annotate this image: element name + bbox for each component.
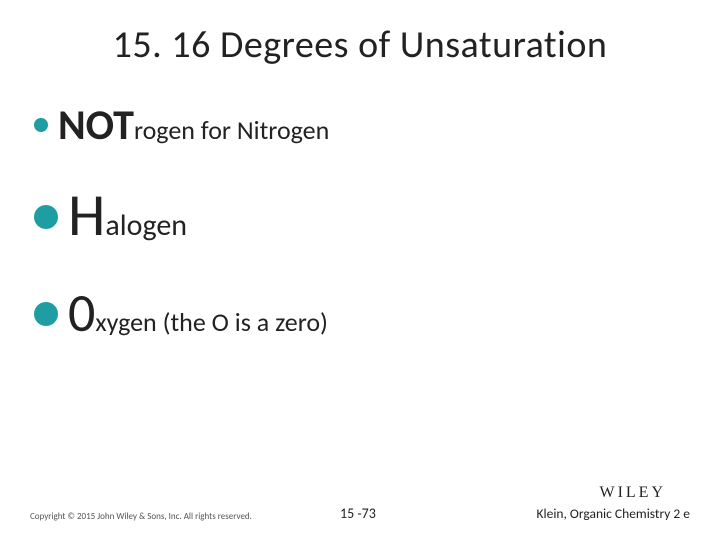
- bullet-dot-icon: [34, 118, 48, 132]
- slide: 15. 16 Degrees of Unsaturation NOTrogen …: [0, 0, 720, 540]
- bullet-item-notrogen: NOTrogen for Nitrogen: [34, 100, 684, 151]
- bullet-small-text: alogen: [105, 207, 187, 244]
- book-title: Klein, Organic Chemistry 2 e: [536, 505, 690, 522]
- bullet-text: NOTrogen for Nitrogen: [58, 100, 329, 151]
- bullet-list: NOTrogen for Nitrogen Halogen 0xygen (th…: [34, 100, 684, 374]
- slide-title: 15. 16 Degrees of Unsaturation: [0, 22, 720, 68]
- bullet-small-text: xygen (the O is a zero): [95, 306, 328, 338]
- bullet-dot-icon: [34, 205, 58, 229]
- bullet-big-text: 0: [68, 280, 95, 346]
- wiley-logo: WILEY: [599, 484, 666, 502]
- bullet-item-halogen: Halogen: [34, 179, 684, 252]
- bullet-dot-icon: [34, 302, 58, 326]
- bullet-text: 0xygen (the O is a zero): [68, 280, 328, 346]
- copyright-text: Copyright © 2015 John Wiley & Sons, Inc.…: [30, 511, 252, 522]
- bullet-big-text: H: [68, 179, 105, 252]
- bullet-item-oxygen: 0xygen (the O is a zero): [34, 280, 684, 346]
- page-number: 15 -73: [340, 505, 376, 522]
- bullet-text: Halogen: [68, 179, 187, 252]
- bullet-big-text: NOT: [58, 100, 134, 151]
- bullet-small-text: rogen for Nitrogen: [134, 114, 329, 146]
